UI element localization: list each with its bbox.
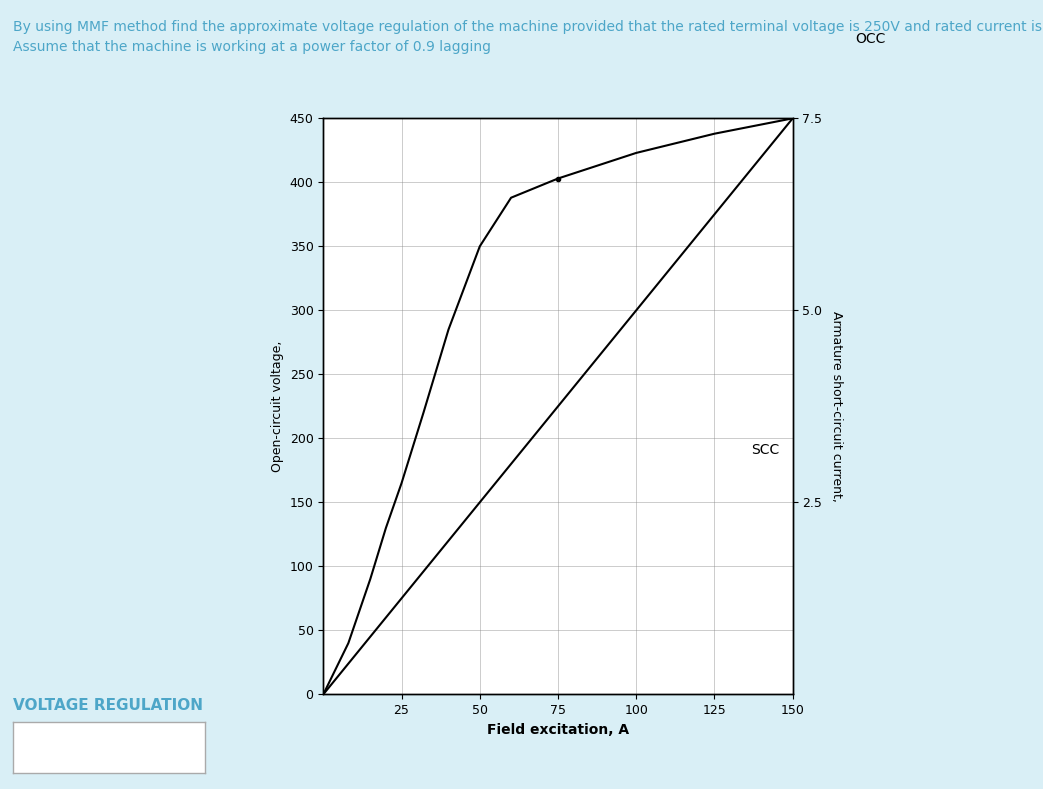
Text: By using MMF method find the approximate voltage regulation of the machine provi: By using MMF method find the approximate… <box>13 20 1043 54</box>
Y-axis label: Open-circuit voltage,: Open-circuit voltage, <box>271 341 284 472</box>
Text: OCC: OCC <box>855 32 886 46</box>
Text: VOLTAGE REGULATION: VOLTAGE REGULATION <box>13 698 202 713</box>
X-axis label: Field excitation, A: Field excitation, A <box>487 723 629 737</box>
Text: SCC: SCC <box>751 443 779 457</box>
Y-axis label: Armature short-circuit current,: Armature short-circuit current, <box>830 311 843 502</box>
